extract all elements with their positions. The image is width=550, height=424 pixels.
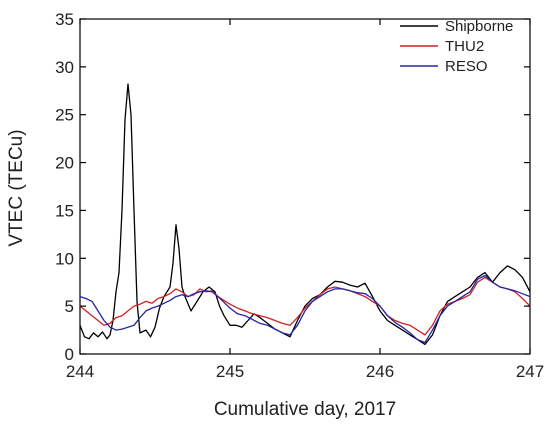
x-tick-label: 244	[66, 362, 94, 381]
x-tick-label: 245	[216, 362, 244, 381]
y-tick-label: 25	[55, 106, 74, 125]
legend-label-shipborne: Shipborne	[445, 18, 513, 35]
legend-label-reso: RESO	[445, 58, 488, 75]
y-tick-label: 15	[55, 201, 74, 220]
x-tick-label: 246	[366, 362, 394, 381]
series-line-reso	[79, 274, 531, 344]
plot-frame	[79, 18, 531, 355]
legend-label-thu2: THU2	[445, 38, 484, 55]
y-tick-label: 0	[65, 345, 74, 364]
y-tick-label: 30	[55, 58, 74, 77]
y-axis-title: VTEC (TECu)	[6, 129, 27, 246]
legend: Shipborne THU2 RESO	[400, 18, 513, 75]
x-tick-label: 247	[516, 362, 544, 381]
y-tick-label: 20	[55, 154, 74, 173]
y-tick-label: 5	[65, 297, 74, 316]
y-tick-label: 35	[55, 10, 74, 29]
series-layer	[79, 83, 531, 346]
axes-layer: 0 5 10 15 20 25 30 35 244 245 246 247	[55, 10, 544, 381]
plot-area	[79, 18, 531, 355]
series-line-shipborne	[79, 83, 531, 346]
y-tick-label: 10	[55, 249, 74, 268]
series-line-thu2	[79, 276, 531, 336]
x-axis-title: Cumulative day, 2017	[214, 399, 396, 420]
